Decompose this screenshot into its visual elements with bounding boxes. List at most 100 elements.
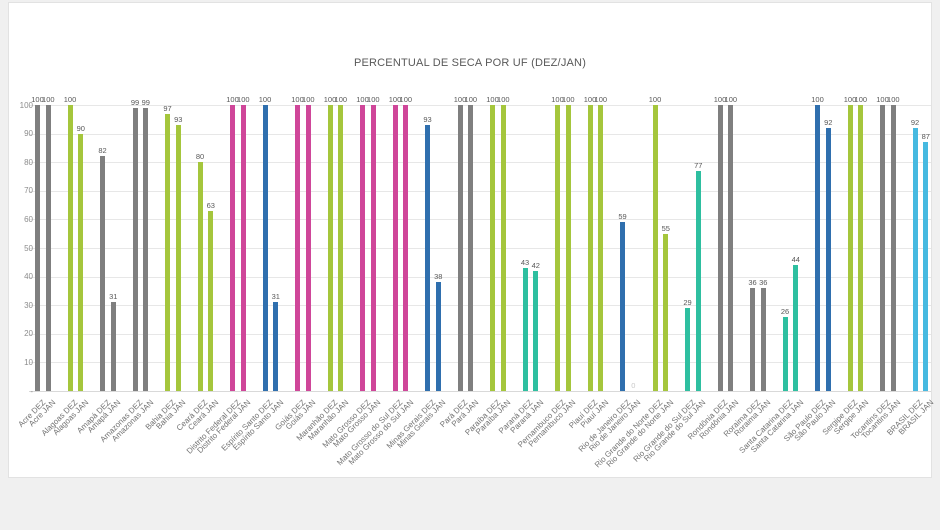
y-axis-tick-label: 50 bbox=[24, 243, 33, 253]
bar-mato-grosso-dez[interactable] bbox=[360, 105, 365, 391]
bar-ceará-jan[interactable] bbox=[208, 210, 214, 391]
bar-espírito-santo-dez[interactable] bbox=[262, 105, 268, 391]
bar-minas-gerais-jan[interactable] bbox=[435, 282, 441, 391]
bar-piauí-jan[interactable] bbox=[598, 105, 604, 391]
bar-distrito-federal-jan[interactable] bbox=[240, 105, 246, 391]
bar-bahia-jan[interactable] bbox=[175, 125, 181, 391]
value-label: 100 bbox=[843, 95, 857, 104]
value-label: 80 bbox=[195, 152, 205, 162]
bar-rio-de-janeiro-dez[interactable] bbox=[620, 222, 625, 391]
chart-card: PERCENTUAL DE SECA POR UF (DEZ/JAN) 100 9… bbox=[8, 2, 935, 478]
y-axis-tick-label: 40 bbox=[24, 272, 33, 282]
value-label: 100 bbox=[497, 95, 510, 104]
value-label: 100 bbox=[399, 95, 413, 104]
gridline-y20 bbox=[29, 333, 931, 335]
bar-paraná-dez[interactable] bbox=[522, 268, 528, 391]
value-label: 100 bbox=[367, 95, 380, 104]
bar-distrito-federal-dez[interactable] bbox=[230, 105, 235, 391]
value-label: 0 bbox=[631, 381, 636, 390]
bar-são-paulo-dez[interactable] bbox=[815, 105, 820, 391]
value-label: 100 bbox=[453, 95, 467, 104]
y-axis-tick-label: 10 bbox=[24, 357, 33, 367]
bar-roraima-jan[interactable] bbox=[760, 288, 766, 391]
bar-mato-grosso-jan[interactable] bbox=[370, 105, 376, 391]
value-label: 92 bbox=[824, 117, 833, 127]
value-label: 100 bbox=[258, 95, 272, 104]
value-label: 93 bbox=[174, 115, 183, 125]
bar-espírito-santo-jan[interactable] bbox=[273, 302, 279, 391]
value-label: 100 bbox=[464, 95, 478, 104]
value-label: 100 bbox=[237, 95, 250, 104]
bar-rondônia-jan[interactable] bbox=[728, 105, 734, 391]
bar-pernambuco-dez[interactable] bbox=[555, 105, 560, 391]
value-label: 100 bbox=[724, 95, 738, 104]
bar-ceará-dez[interactable] bbox=[197, 162, 203, 391]
value-label: 100 bbox=[42, 95, 55, 104]
bar-acre-jan[interactable] bbox=[45, 105, 51, 391]
value-label: 92 bbox=[910, 117, 920, 127]
bar-alagoas-jan[interactable] bbox=[78, 133, 84, 391]
bar-rio-grande-do-sul-dez[interactable] bbox=[685, 308, 690, 391]
gridline-y70 bbox=[29, 190, 931, 192]
value-label: 100 bbox=[486, 95, 499, 104]
bar-pernambuco-jan[interactable] bbox=[565, 105, 571, 391]
value-label: 100 bbox=[291, 95, 304, 104]
value-label: 31 bbox=[109, 292, 118, 302]
value-label: 43 bbox=[520, 258, 530, 268]
y-axis-tick-label: 70 bbox=[24, 186, 33, 196]
bar-amazonas-jan[interactable] bbox=[143, 107, 149, 391]
bar-amapá-dez[interactable] bbox=[100, 156, 105, 391]
bar-pará-dez[interactable] bbox=[457, 105, 463, 391]
value-label: 55 bbox=[661, 223, 670, 233]
bar-rondônia-dez[interactable] bbox=[717, 105, 723, 391]
bar-minas-gerais-dez[interactable] bbox=[425, 125, 430, 391]
bar-pará-jan[interactable] bbox=[468, 105, 474, 391]
bar-alagoas-dez[interactable] bbox=[67, 105, 73, 391]
bar-santa-catarina-dez[interactable] bbox=[782, 316, 788, 391]
gridline-y50 bbox=[29, 248, 931, 249]
bar-piauí-dez[interactable] bbox=[587, 105, 593, 391]
gridline-y10 bbox=[29, 362, 931, 364]
gridline-y90 bbox=[29, 133, 931, 135]
value-label: 36 bbox=[759, 278, 768, 288]
bar-amazonas-dez[interactable] bbox=[132, 107, 138, 391]
value-label: 100 bbox=[648, 95, 662, 104]
bar-são-paulo-jan[interactable] bbox=[825, 127, 831, 391]
value-label: 59 bbox=[618, 212, 627, 222]
bar-maranhão-jan[interactable] bbox=[338, 105, 344, 391]
bar-roraima-dez[interactable] bbox=[750, 288, 755, 391]
bar-rio-grande-do-sul-jan[interactable] bbox=[695, 170, 701, 391]
value-label: 100 bbox=[63, 95, 77, 104]
bar-tocantins-dez[interactable] bbox=[880, 105, 885, 391]
gridline-y100 bbox=[29, 105, 931, 106]
bar-sergipe-jan[interactable] bbox=[858, 105, 864, 391]
bar-brasil-dez[interactable] bbox=[912, 127, 918, 391]
bar-paraná-jan[interactable] bbox=[533, 270, 539, 391]
bar-tocantins-jan[interactable] bbox=[890, 105, 896, 391]
value-label: 100 bbox=[854, 95, 868, 104]
bar-paraíba-dez[interactable] bbox=[490, 105, 495, 391]
value-label: 36 bbox=[748, 278, 757, 288]
value-label: 100 bbox=[876, 95, 889, 104]
bar-santa-catarina-jan[interactable] bbox=[793, 265, 799, 391]
value-label: 100 bbox=[302, 95, 315, 104]
bar-acre-dez[interactable] bbox=[35, 105, 40, 391]
bar-brasil-jan[interactable] bbox=[923, 142, 929, 391]
bar-sergipe-dez[interactable] bbox=[847, 105, 853, 391]
value-label: 100 bbox=[551, 95, 564, 104]
bar-goiás-jan[interactable] bbox=[305, 105, 311, 391]
bar-goiás-dez[interactable] bbox=[295, 105, 300, 391]
bar-paraíba-jan[interactable] bbox=[500, 105, 506, 391]
value-label: 87 bbox=[921, 132, 930, 142]
bar-mato-grosso-do-sul-dez[interactable] bbox=[392, 105, 398, 391]
value-label: 31 bbox=[271, 292, 280, 302]
bar-rio-grande-do-norte-dez[interactable] bbox=[652, 105, 658, 391]
bar-mato-grosso-do-sul-jan[interactable] bbox=[403, 105, 409, 391]
value-label: 90 bbox=[76, 123, 85, 133]
bar-rio-grande-do-norte-jan[interactable] bbox=[663, 233, 669, 391]
bar-maranhão-dez[interactable] bbox=[327, 105, 333, 391]
bar-amapá-jan[interactable] bbox=[110, 302, 116, 391]
y-axis-tick-label: 20 bbox=[24, 329, 33, 339]
bar-bahia-dez[interactable] bbox=[165, 113, 170, 391]
value-label: 97 bbox=[163, 103, 172, 113]
